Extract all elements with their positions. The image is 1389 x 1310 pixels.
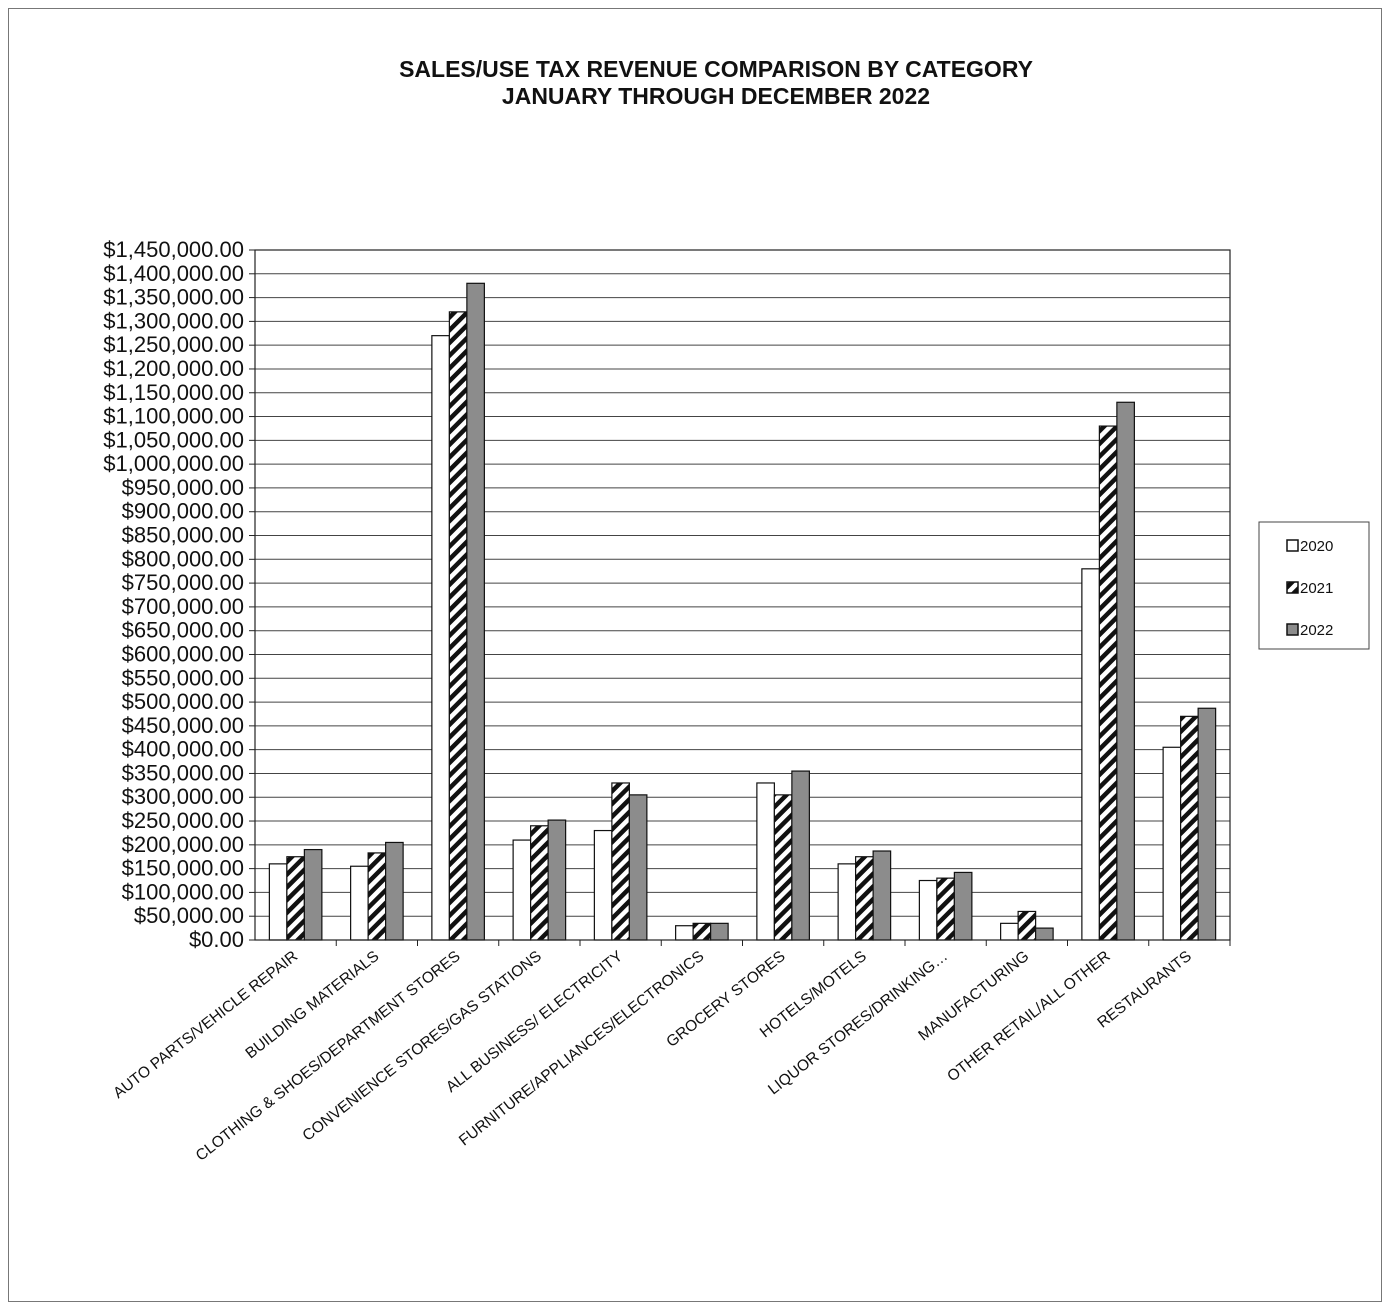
bar [431, 335, 450, 941]
y-tick-label: $1,400,000.00 [103, 261, 244, 286]
bar [1017, 910, 1037, 941]
bar [1116, 401, 1135, 941]
legend-entry: 2020 [1300, 538, 1333, 555]
bar [756, 782, 775, 941]
bar [593, 829, 613, 941]
y-tick-label: $1,000,000.00 [103, 451, 244, 476]
bar [872, 850, 892, 941]
bar [303, 848, 323, 941]
y-tick-label: $1,450,000.00 [103, 237, 244, 262]
bar [837, 863, 857, 941]
bar [692, 922, 712, 941]
bar [448, 311, 468, 941]
chart-subtitle: JANUARY THROUGH DECEMBER 2022 [502, 83, 930, 109]
bar [350, 865, 369, 941]
y-tick-label: $250,000.00 [122, 808, 244, 833]
y-tick-label: $700,000.00 [122, 594, 244, 619]
bar [512, 839, 532, 941]
bar [367, 852, 387, 941]
y-tick-label: $550,000.00 [122, 665, 244, 690]
bar [1180, 715, 1199, 941]
bar [547, 819, 567, 941]
y-tick-labels: $0.00$50,000.00$100,000.00$150,000.00$20… [103, 237, 244, 952]
y-tick-label: $1,250,000.00 [103, 332, 244, 357]
bar [1197, 707, 1217, 941]
y-tick-label: $400,000.00 [122, 737, 244, 762]
bar [773, 794, 793, 941]
x-tick-label: OTHER RETAIL/ALL OTHER [944, 948, 1113, 1085]
x-tick-label: BUILDING MATERIALS [242, 948, 382, 1062]
y-tick-label: $500,000.00 [122, 689, 244, 714]
bar [530, 825, 549, 941]
y-tick-label: $100,000.00 [122, 879, 244, 904]
bar [710, 922, 729, 941]
y-tick-label: $0.00 [189, 927, 244, 952]
y-tick-label: $1,300,000.00 [103, 308, 244, 333]
bar [791, 770, 810, 941]
bar [675, 925, 694, 941]
bar [1098, 425, 1118, 941]
bar [628, 794, 648, 941]
legend-entry: 2022 [1300, 622, 1333, 639]
bar [936, 877, 955, 941]
y-tick-label: $1,100,000.00 [103, 404, 244, 429]
axes [254, 249, 1231, 946]
y-tick-label: $650,000.00 [122, 618, 244, 643]
y-tick-label: $350,000.00 [122, 760, 244, 785]
y-tick-label: $1,350,000.00 [103, 285, 244, 310]
bar [1081, 568, 1100, 941]
y-tick-label: $950,000.00 [122, 475, 244, 500]
bar [611, 782, 630, 941]
bar [268, 863, 288, 941]
y-tick-label: $150,000.00 [122, 856, 244, 881]
y-tick-label: $1,150,000.00 [103, 380, 244, 405]
y-tick-label: $450,000.00 [122, 713, 244, 738]
y-tick-label: $50,000.00 [134, 903, 244, 928]
legend-swatch [1286, 581, 1299, 594]
bar [286, 856, 305, 941]
y-tick-label: $300,000.00 [122, 784, 244, 809]
y-tick-label: $750,000.00 [122, 570, 244, 595]
bar [466, 282, 485, 941]
y-tick-label: $1,200,000.00 [103, 356, 244, 381]
bar [1000, 922, 1019, 941]
bars [268, 282, 1217, 941]
y-tick-label: $1,050,000.00 [103, 427, 244, 452]
chart-frame [8, 8, 1382, 1302]
bar [855, 856, 874, 941]
y-tick-label: $200,000.00 [122, 832, 244, 857]
y-tick-label: $800,000.00 [122, 546, 244, 571]
y-tick-label: $900,000.00 [122, 499, 244, 524]
chart-title: SALES/USE TAX REVENUE COMPARISON BY CATE… [399, 56, 1033, 82]
legend-swatch [1286, 623, 1299, 636]
gridlines [249, 249, 1230, 941]
legend: 2020 2021 2022 [1258, 521, 1370, 650]
legend-swatch [1286, 539, 1299, 552]
y-tick-label: $850,000.00 [122, 523, 244, 548]
bar [918, 879, 938, 941]
bar [1035, 927, 1054, 941]
bar [1162, 746, 1182, 941]
legend-box [1258, 521, 1370, 650]
y-tick-label: $600,000.00 [122, 641, 244, 666]
legend-entry: 2021 [1300, 580, 1333, 597]
bar [385, 841, 404, 941]
bar [953, 871, 973, 941]
